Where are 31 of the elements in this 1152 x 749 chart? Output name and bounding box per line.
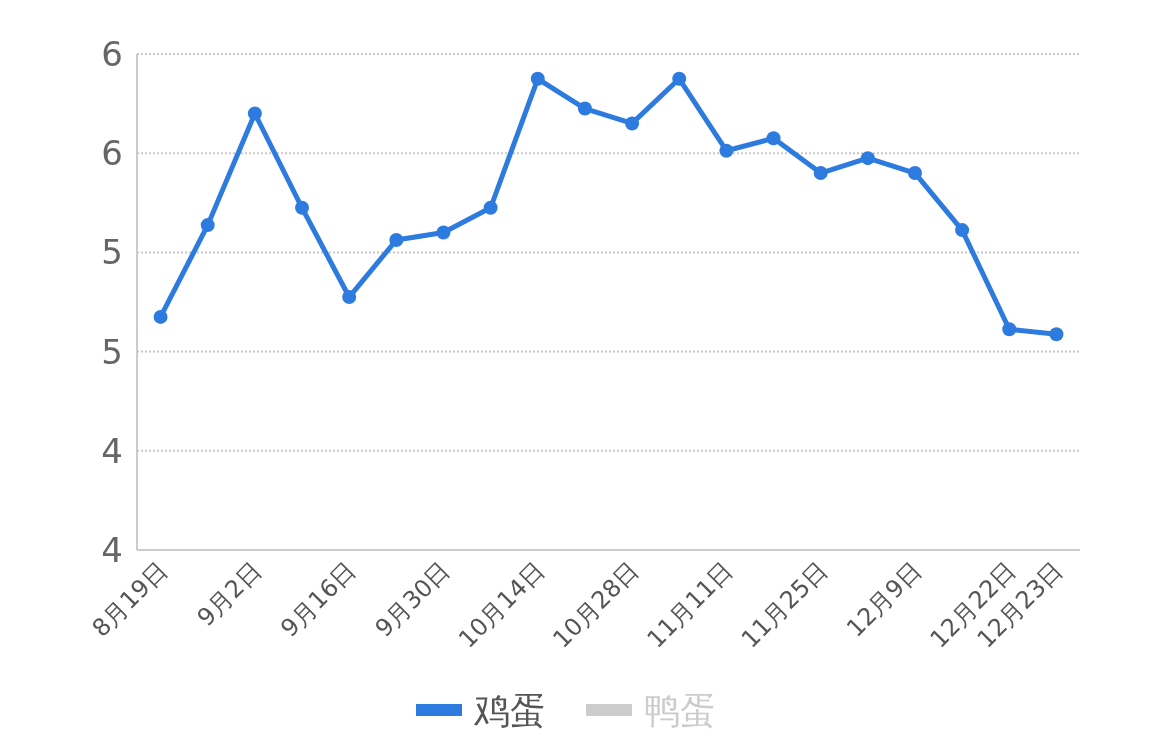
legend-label: 鸡蛋 bbox=[473, 690, 546, 731]
x-tick-label: 9月16日 bbox=[275, 556, 362, 643]
x-tick-label: 9月2日 bbox=[191, 556, 268, 632]
point bbox=[200, 218, 215, 233]
y-tick-label: 6 bbox=[101, 133, 123, 174]
y-tick-label: 5 bbox=[101, 331, 123, 372]
point bbox=[389, 233, 404, 247]
point bbox=[530, 71, 545, 86]
y-tick-label: 6 bbox=[101, 34, 123, 74]
point bbox=[295, 200, 310, 215]
point bbox=[672, 71, 687, 86]
point bbox=[342, 290, 357, 305]
point bbox=[153, 309, 168, 324]
point bbox=[907, 166, 922, 181]
point bbox=[436, 225, 451, 240]
point bbox=[1002, 322, 1017, 337]
y-tick-label: 4 bbox=[101, 430, 123, 471]
y-tick-label: 4 bbox=[101, 530, 123, 570]
point bbox=[860, 151, 875, 166]
point bbox=[955, 223, 970, 238]
point bbox=[483, 200, 498, 215]
x-tick-label: 9月30日 bbox=[369, 556, 456, 643]
point bbox=[766, 131, 781, 146]
point bbox=[719, 143, 734, 158]
point bbox=[577, 101, 592, 116]
x-tick-label: 12月9日 bbox=[841, 556, 928, 643]
point bbox=[625, 116, 640, 131]
point bbox=[813, 166, 828, 181]
point bbox=[1049, 327, 1064, 342]
y-tick-label: 5 bbox=[101, 232, 123, 273]
point bbox=[247, 106, 262, 121]
